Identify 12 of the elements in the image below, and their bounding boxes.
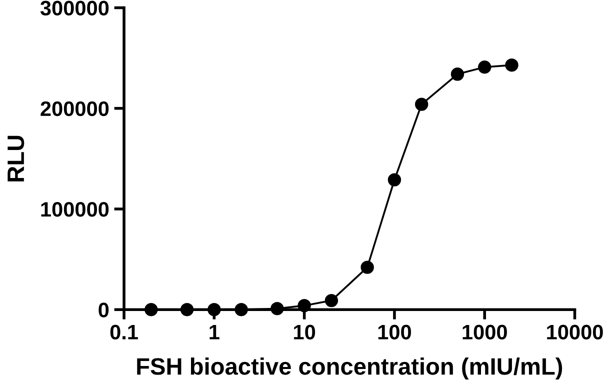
x-axis-title: FSH bioactive concentration (mIU/mL) bbox=[137, 357, 562, 380]
x-tick-label: 10 bbox=[294, 324, 316, 340]
y-tick-label: 100000 bbox=[41, 202, 109, 217]
x-tick-label: 1000 bbox=[462, 324, 507, 340]
y-tick-label: 0 bbox=[98, 302, 109, 318]
y-tick-label: 200000 bbox=[40, 101, 109, 116]
x-tick-label: 10000 bbox=[547, 324, 603, 340]
x-tick-label: 1 bbox=[210, 324, 220, 340]
y-tick-label: 300000 bbox=[40, 0, 109, 16]
y-axis-title: RLU bbox=[8, 136, 24, 182]
x-tick-label: 100 bbox=[378, 324, 411, 340]
x-tick-label: 0.1 bbox=[110, 324, 138, 340]
